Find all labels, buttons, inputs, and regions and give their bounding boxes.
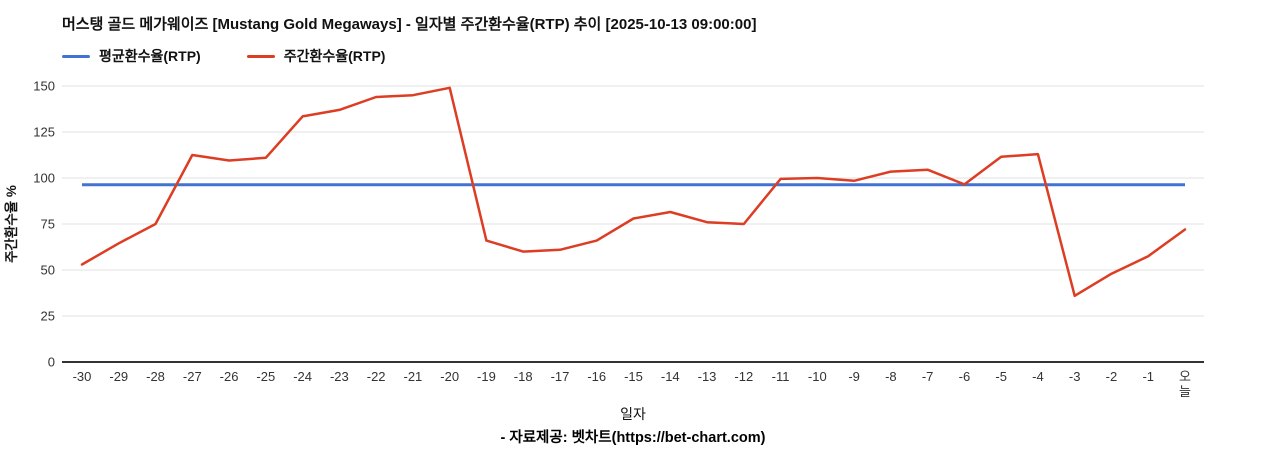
x-tick-label: -23 — [330, 369, 349, 384]
y-tick-label: 25 — [41, 309, 55, 324]
legend-label-average-rtp: 평균환수율(RTP) — [99, 48, 201, 64]
x-tick-label: -20 — [440, 369, 459, 384]
x-tick-label: -15 — [624, 369, 643, 384]
x-tick-label: -29 — [109, 369, 128, 384]
y-tick-label: 75 — [41, 217, 55, 232]
x-tick-label: -6 — [959, 369, 971, 384]
x-tick-label: -11 — [772, 369, 790, 384]
y-tick-label: 0 — [48, 355, 55, 370]
x-axis-title: 일자 — [620, 406, 646, 422]
x-tick-label: -10 — [808, 369, 827, 384]
chart-title: 머스탱 골드 메가웨이즈 [Mustang Gold Megaways] - 일… — [62, 16, 757, 33]
x-tick-label: -19 — [477, 369, 496, 384]
x-tick-label: -26 — [220, 369, 239, 384]
x-tick-label: -22 — [367, 369, 386, 384]
legend-item-average-rtp: 평균환수율(RTP) — [62, 46, 201, 66]
x-tick-label: -21 — [404, 369, 423, 384]
x-tick-label: -1 — [1142, 369, 1154, 384]
x-tick-label: -18 — [514, 369, 533, 384]
x-tick-label: -30 — [73, 369, 92, 384]
x-tick-label: -5 — [995, 369, 1007, 384]
x-tick-label: -9 — [848, 369, 860, 384]
x-tick-label: -13 — [698, 369, 717, 384]
weekly-rtp-line — [80, 86, 1187, 298]
x-tick-label: -2 — [1106, 369, 1118, 384]
x-tick-label: -17 — [551, 369, 570, 384]
x-tick-label: -4 — [1032, 369, 1044, 384]
x-tick-label: -16 — [587, 369, 606, 384]
x-tick-label: -8 — [885, 369, 897, 384]
x-tick-label: -25 — [256, 369, 275, 384]
y-axis-title: 주간환수율 % — [3, 185, 19, 263]
x-tick-label: -12 — [734, 369, 753, 384]
y-tick-label: 150 — [33, 79, 55, 94]
x-tick-label: -27 — [183, 369, 202, 384]
x-tick-label: -28 — [146, 369, 165, 384]
x-tick-label: -7 — [922, 369, 934, 384]
y-tick-label: 100 — [33, 171, 55, 186]
source-attribution: - 자료제공: 벳차트(https://bet-chart.com) — [500, 430, 766, 446]
x-tick-label: -24 — [293, 369, 312, 384]
average-rtp-line-swatch — [62, 54, 90, 58]
y-tick-label: 50 — [41, 263, 55, 278]
x-tick-label: -14 — [661, 369, 680, 384]
legend-item-weekly-rtp: 주간환수율(RTP) — [246, 46, 386, 66]
x-tick-label: -3 — [1069, 369, 1081, 384]
y-tick-label: 125 — [33, 125, 55, 140]
chart-legend: 평균환수율(RTP) 주간환수율(RTP) — [62, 46, 385, 66]
weekly-rtp-line-swatch — [246, 54, 275, 58]
legend-label-weekly-rtp: 주간환수율(RTP) — [283, 48, 386, 64]
